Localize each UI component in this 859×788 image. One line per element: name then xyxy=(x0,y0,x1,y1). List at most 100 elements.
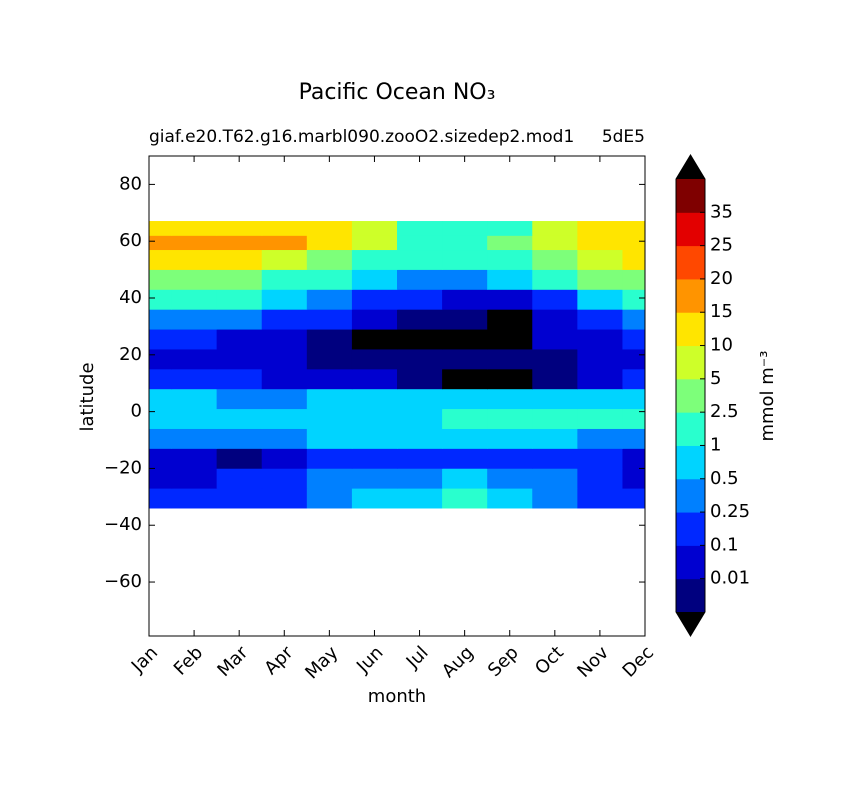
contour-cell xyxy=(171,448,218,469)
contour-cell xyxy=(216,448,263,469)
contour-cell xyxy=(261,448,308,469)
contour-cell xyxy=(532,448,578,469)
contour-cell xyxy=(306,289,353,310)
contour-cell xyxy=(397,468,443,489)
contour-cell xyxy=(306,348,353,370)
contour-cell xyxy=(149,468,173,489)
colorbar-tick-label: 20 xyxy=(710,268,733,289)
contour-cell xyxy=(306,428,353,449)
contour-cell xyxy=(397,269,443,290)
contour-cell xyxy=(577,221,623,236)
contour-cell xyxy=(622,328,646,350)
contour-cell xyxy=(622,488,646,509)
contour-cell xyxy=(216,348,263,370)
x-tick-label: May xyxy=(301,642,342,683)
chart-title: Pacific Ocean NO₃ xyxy=(299,80,496,105)
contour-cell xyxy=(622,368,646,390)
contour-cell xyxy=(261,348,308,370)
contour-cell xyxy=(532,235,578,251)
contour-cell xyxy=(306,468,353,489)
contour-cell xyxy=(622,221,646,236)
y-tick-label: 20 xyxy=(119,344,142,365)
contour-cell xyxy=(442,328,488,350)
y-axis-label: latitude xyxy=(77,362,98,431)
contour-cell xyxy=(261,468,308,489)
contour-cell xyxy=(171,348,218,370)
y-tick-label: 0 xyxy=(131,401,142,422)
contour-cell xyxy=(171,289,218,310)
contour-cell xyxy=(487,448,533,469)
contour-cell xyxy=(351,408,398,429)
contour-cell xyxy=(577,448,623,469)
contour-cell xyxy=(351,448,398,469)
contour-cell xyxy=(306,328,353,350)
contour-cell xyxy=(171,235,218,251)
contour-cell xyxy=(442,269,488,290)
contour-cell xyxy=(149,388,173,410)
contour-cell xyxy=(442,249,488,270)
contour-cell xyxy=(216,235,263,251)
contour-cell xyxy=(577,289,623,310)
contour-cell xyxy=(487,408,533,429)
contour-cell xyxy=(306,368,353,390)
contour-cell xyxy=(149,348,173,370)
contour-cell xyxy=(532,221,578,236)
x-tick-label: Jan xyxy=(127,642,162,677)
contour-cell xyxy=(261,368,308,390)
colorbar-segment xyxy=(676,412,705,446)
contour-cell xyxy=(261,249,308,270)
contour-cell xyxy=(397,408,443,429)
contour-cell xyxy=(622,235,646,251)
x-tick-label: Feb xyxy=(170,642,207,679)
contour-cell xyxy=(442,428,488,449)
contour-cell xyxy=(532,289,578,310)
contour-cell xyxy=(216,408,263,429)
contour-cell xyxy=(261,388,308,410)
x-tick-label: Sep xyxy=(484,642,523,681)
contour-cell xyxy=(487,235,533,251)
contour-cell xyxy=(442,221,488,236)
contour-cell xyxy=(149,368,173,390)
contour-cell xyxy=(216,368,263,390)
contour-cell xyxy=(306,309,353,330)
contour-cell xyxy=(261,309,308,330)
contour-cell xyxy=(577,269,623,290)
contour-cell xyxy=(532,309,578,330)
contour-cell xyxy=(261,488,308,509)
colorbar-segment xyxy=(676,345,705,380)
contour-cell xyxy=(171,328,218,350)
contour-cell xyxy=(532,388,578,410)
colorbar-tick-label: 1 xyxy=(710,434,721,455)
contour-cell xyxy=(261,328,308,350)
contour-cell xyxy=(622,388,646,410)
contour-cell xyxy=(216,309,263,330)
contour-cell xyxy=(487,269,533,290)
contour-cell xyxy=(149,309,173,330)
colorbar-tick-label: 15 xyxy=(710,301,733,322)
contour-cell xyxy=(261,408,308,429)
contour-cell xyxy=(351,235,398,251)
colorbar-under xyxy=(676,612,705,636)
contour-cell xyxy=(149,221,173,236)
contour-cell xyxy=(216,468,263,489)
contour-cell xyxy=(622,448,646,469)
contour-cell xyxy=(171,408,218,429)
contour-cell xyxy=(442,468,488,489)
contour-cell xyxy=(397,221,443,236)
contour-cell xyxy=(171,388,218,410)
contour-cell xyxy=(351,488,398,509)
y-tick-label: −20 xyxy=(104,457,142,478)
contour-cell xyxy=(216,328,263,350)
contour-cell xyxy=(577,249,623,270)
colorbar-segment xyxy=(676,578,705,613)
contour-cell xyxy=(261,221,308,236)
x-tick-label: Jul xyxy=(402,642,433,673)
contour-cell xyxy=(622,309,646,330)
colorbar-segment xyxy=(676,278,705,313)
contour-cell xyxy=(577,428,623,449)
contour-cell xyxy=(397,428,443,449)
subtitle-right: 5dE5 xyxy=(602,127,645,147)
subtitle-left: giaf.e20.T62.g16.marbl090.zooO2.sizedep2… xyxy=(149,127,574,147)
contour-cell xyxy=(306,269,353,290)
y-tick-label: −60 xyxy=(104,571,142,592)
